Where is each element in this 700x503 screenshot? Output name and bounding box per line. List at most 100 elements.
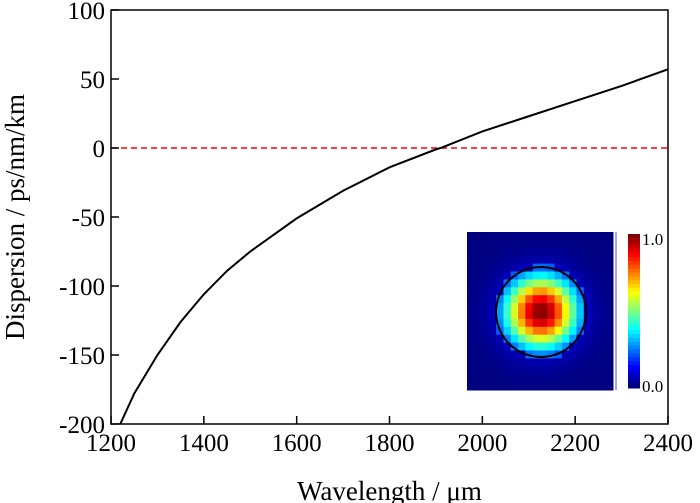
heatmap-cell [474,374,483,383]
heatmap-cell [474,271,483,280]
heatmap-cell [576,326,585,336]
heatmap-cell [547,358,556,367]
heatmap-cell [481,271,490,280]
heatmap-cell [488,287,497,296]
heatmap-cell [518,295,526,304]
colorbar-segment [628,264,640,270]
heatmap-cell [554,350,563,359]
heatmap-cell [569,239,577,249]
heatmap-cell [547,255,556,265]
heatmap-cell [518,271,526,280]
core-boundary-circle [495,266,587,358]
heatmap-cell [481,366,490,375]
heatmap-cell [554,271,563,280]
heatmap-cell [561,287,570,296]
heatmap-cell [496,279,504,288]
colorbar-segment [628,268,640,273]
heatmap-cell [576,318,585,328]
heatmap-cell [481,311,490,320]
heatmap-cell [540,374,548,383]
heatmap-cell [605,326,614,336]
heatmap-cell [525,295,534,304]
heatmap-cell [576,255,585,265]
colorbar-segment [628,318,640,324]
heatmap-cell [525,303,534,312]
heatmap-cell [474,239,483,249]
heatmap-cell [591,326,599,336]
heatmap-cell [510,255,519,265]
heatmap-cell [583,247,592,257]
heatmap-cell [547,366,556,375]
heatmap-cell [569,247,577,257]
heatmap-cell [496,247,504,257]
heatmap-cell [605,255,614,265]
x-tick-label: 1400 [179,430,229,457]
heatmap-cell [540,382,548,391]
heatmap-cell [488,318,497,328]
heatmap-cell [532,382,541,391]
colorbar-segment [628,330,640,335]
heatmap-cell [540,239,548,249]
heatmap-cell [518,247,526,257]
heatmap-cell [591,295,599,304]
heatmap-cell [525,382,534,391]
heatmap-cell [605,303,614,312]
heatmap-cell [503,350,512,359]
heatmap-cell [591,239,599,249]
colorbar-segment [628,361,640,366]
heatmap-cell [518,263,526,272]
heatmap-cell [510,342,519,351]
heatmap-cell [554,366,563,375]
heatmap-cell [591,350,599,359]
heatmap-cell [576,350,585,359]
heatmap-cell [488,350,497,359]
heatmap-cell [503,358,512,367]
heatmap-cell [518,342,526,351]
heatmap-cell [540,295,548,304]
heatmap-cell [518,358,526,367]
y-axis-label: Dispersion / ps/nm/km [0,94,30,340]
heatmap-cell [598,374,607,383]
heatmap-cell [576,239,585,249]
heatmap-cell [598,350,607,359]
heatmap-cell [496,239,504,249]
heatmap-cell [605,342,614,351]
heatmap-cell [540,334,548,344]
heatmap-cell [496,350,504,359]
heatmap-cell [510,334,519,344]
heatmap-cell [583,326,592,336]
heatmap-cell [474,279,483,288]
heatmap-cell [561,374,570,383]
heatmap-cell [598,279,607,288]
heatmap-cell [561,318,570,328]
colorbar-segment [628,241,640,247]
colorbar-segment [628,364,640,370]
heatmap-cell [591,311,599,320]
heatmap-cell [488,334,497,344]
heatmap-cell [481,263,490,272]
heatmap-cell [496,303,504,312]
heatmap-cell [598,358,607,367]
heatmap-cell [561,295,570,304]
heatmap-cell [518,366,526,375]
heatmap-cell [496,311,504,320]
heatmap-cell [503,279,512,288]
heatmap-cell [598,255,607,265]
heatmap-cell [467,382,475,391]
heatmap-cell [569,303,577,312]
heatmap-cell [525,318,534,328]
heatmap-cell [547,382,556,391]
heatmap-cell [598,295,607,304]
colorbar-segment [628,311,640,316]
colorbar-segment [628,384,640,389]
heatmap-cell [605,263,614,272]
heatmap-cell [591,232,599,241]
heatmap-cell [503,271,512,280]
colorbar-segment [628,372,640,377]
heatmap-cell [503,255,512,265]
heatmap-cell [561,279,570,288]
heatmap-cell [605,287,614,296]
heatmap-cell [598,382,607,391]
heatmap-cell [583,334,592,344]
heatmap-cell [510,287,519,296]
